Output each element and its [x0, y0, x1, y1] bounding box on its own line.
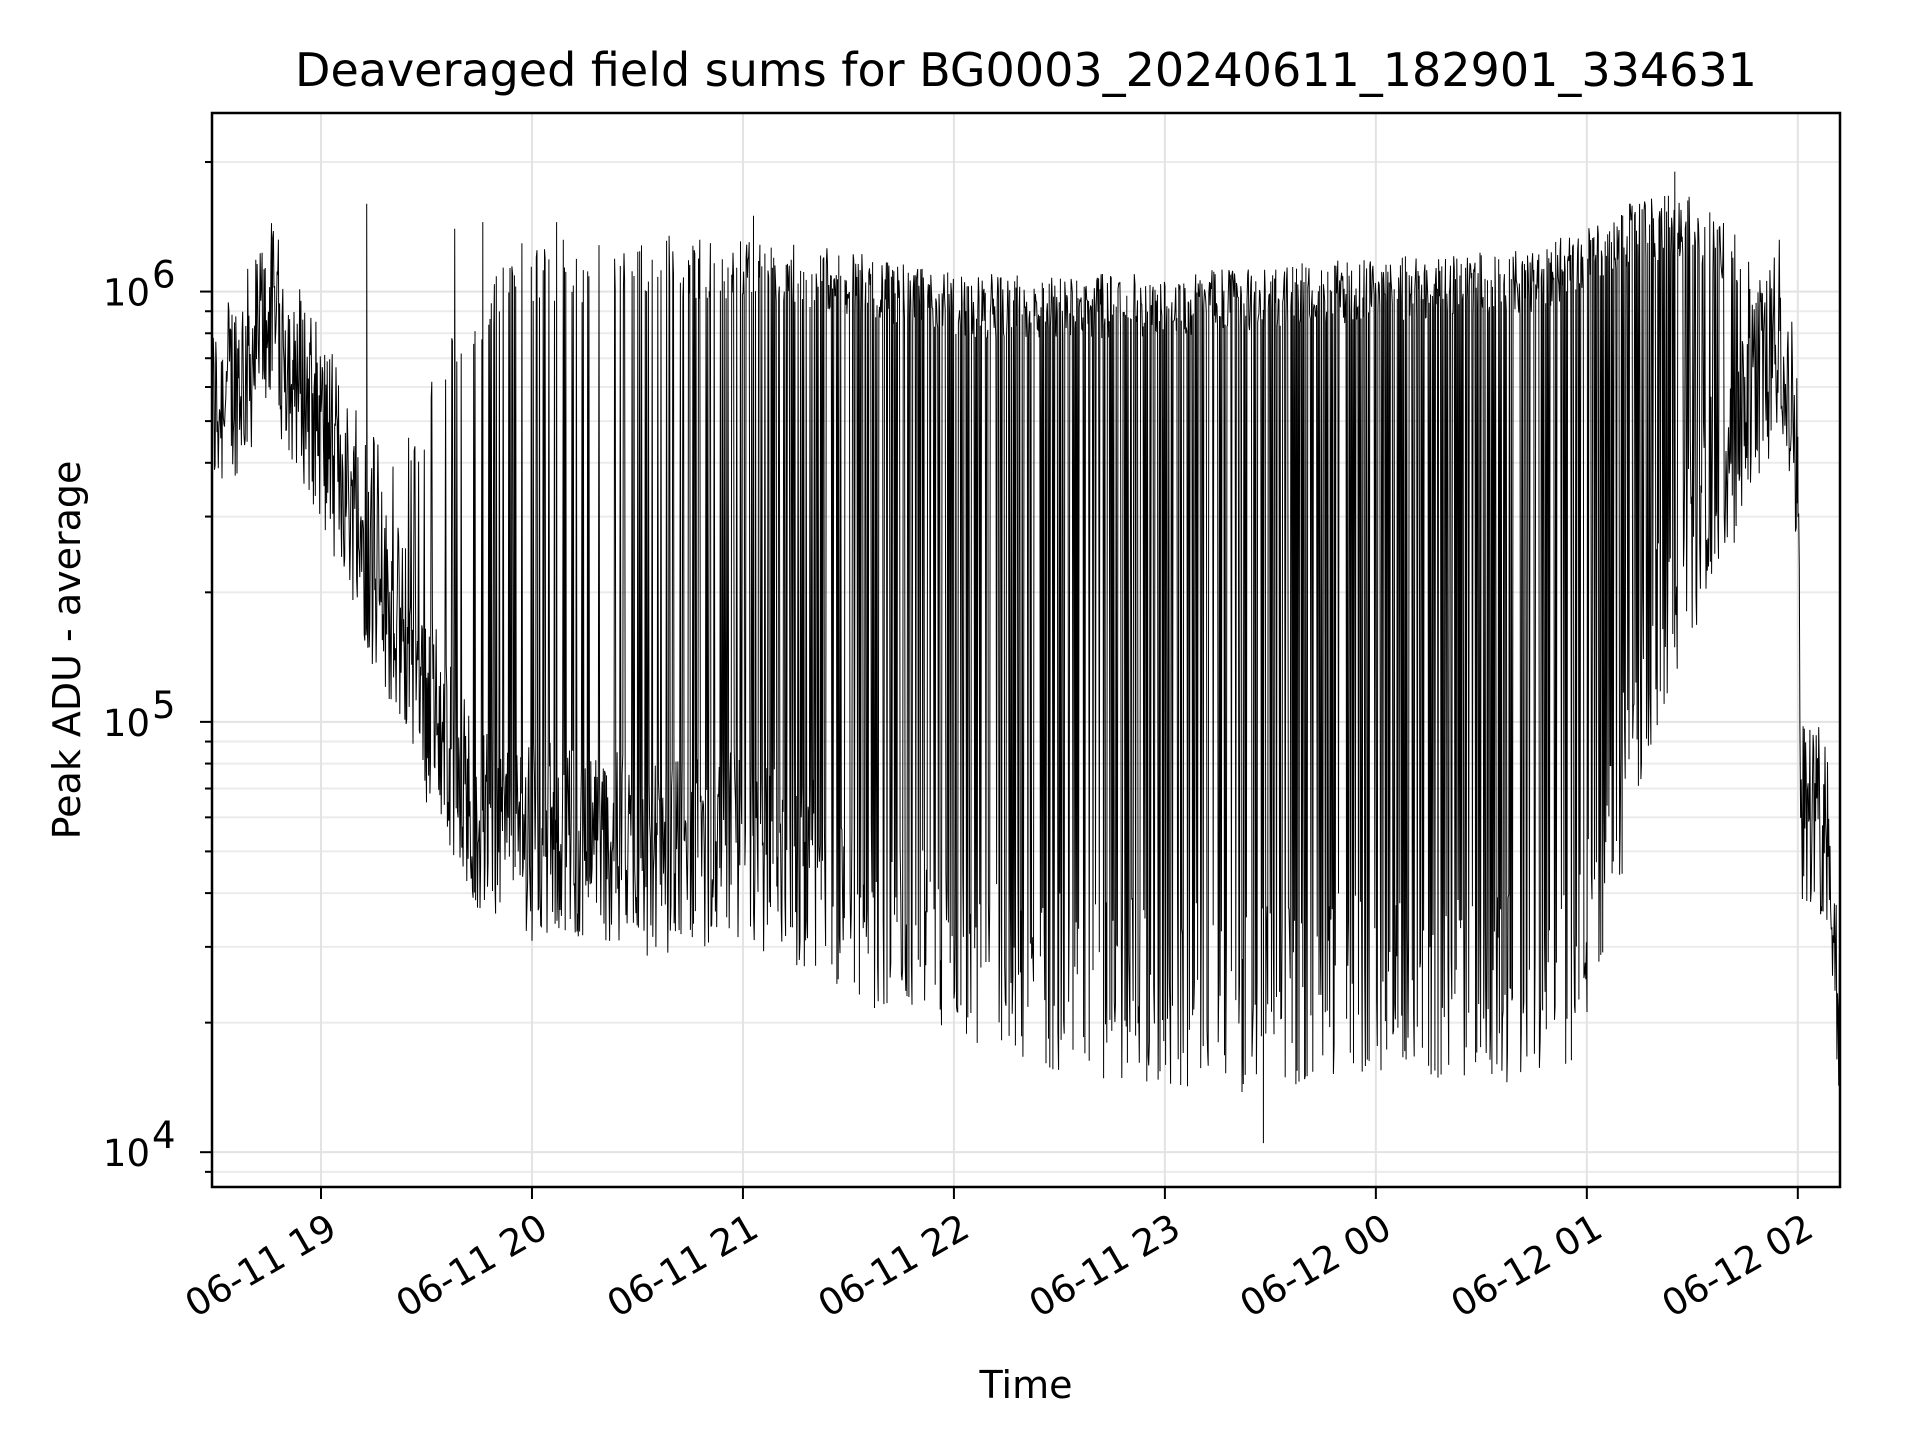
y-axis-label: Peak ADU - average: [45, 461, 89, 840]
y-tick-label-exponent: 5: [152, 684, 176, 727]
y-tick-label: 10: [103, 1132, 150, 1175]
data-series-line: [211, 171, 1841, 1144]
chart-title: Deaveraged field sums for BG0003_2024061…: [295, 43, 1757, 97]
y-tick-label: 10: [103, 272, 150, 315]
x-axis-label: Time: [979, 1363, 1073, 1407]
y-tick-label-exponent: 4: [152, 1114, 176, 1157]
y-tick-label: 10: [103, 702, 150, 745]
y-tick-label-exponent: 6: [152, 254, 176, 297]
plot-frame: [210, 111, 1842, 1189]
series-layer: [211, 171, 1841, 1144]
